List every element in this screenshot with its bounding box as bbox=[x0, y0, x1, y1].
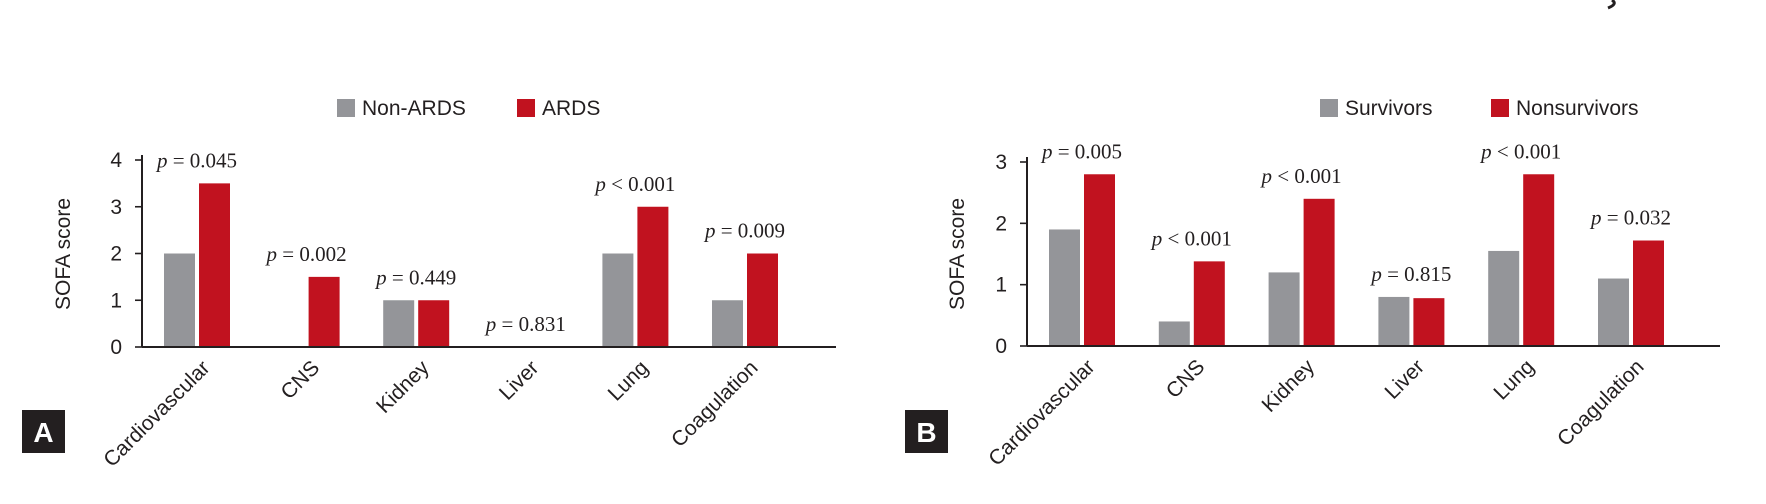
legend-swatch-red bbox=[1491, 99, 1509, 117]
legend-swatch-red bbox=[517, 99, 535, 117]
y-tick-label: 2 bbox=[110, 243, 122, 266]
panel-label-letter: B bbox=[916, 417, 936, 448]
category-label: Lung bbox=[604, 356, 653, 405]
bar-coagulation-grey bbox=[712, 300, 743, 346]
bar-coagulation-red bbox=[1633, 240, 1664, 345]
bar-lung-red bbox=[637, 206, 669, 346]
y-axis-title: SOFA score bbox=[52, 198, 75, 310]
category-label: Liver bbox=[495, 356, 543, 404]
chart-panel-a: Non-ARDS ARDS 0 1 2 3 4 SOFA score Cardiovascula… bbox=[22, 97, 836, 472]
bar-cardiovascular-grey bbox=[1049, 229, 1080, 345]
p-value-label: p = 0.815 bbox=[1369, 262, 1451, 286]
bar-kidney-grey bbox=[1268, 272, 1300, 345]
p-value-label: p = 0.009 bbox=[703, 219, 785, 243]
bar-cns-red bbox=[308, 276, 340, 346]
corner-mark bbox=[1607, 0, 1616, 10]
bar-kidney-red bbox=[418, 300, 450, 346]
bar-cns-grey bbox=[1158, 321, 1190, 345]
y-tick-label: 0 bbox=[995, 335, 1007, 358]
bar-liver-grey bbox=[1378, 296, 1410, 345]
y-tick-label: 2 bbox=[995, 212, 1007, 235]
bar-lung-grey bbox=[602, 253, 634, 346]
category-label: Cardiovascular bbox=[984, 355, 1099, 470]
panel-label-badge bbox=[905, 410, 948, 453]
bar-cns-red bbox=[1193, 261, 1225, 345]
bar-lung-red bbox=[1523, 174, 1555, 345]
category-label: Coagulation bbox=[667, 356, 763, 452]
y-tick-label: 0 bbox=[110, 336, 122, 359]
category-label: CNS bbox=[1162, 355, 1210, 403]
chart-panel-b: Survivors Nonsurvivors 0 1 2 3 SOFA score Cardi… bbox=[905, 97, 1720, 471]
p-value-label: p = 0.449 bbox=[374, 265, 456, 289]
p-value-label: p = 0.831 bbox=[484, 312, 566, 336]
y-tick-label: 4 bbox=[110, 149, 122, 172]
p-value-label: p < 0.001 bbox=[593, 172, 675, 196]
legend-label: ARDS bbox=[542, 97, 600, 120]
y-tick-label: 3 bbox=[995, 151, 1007, 174]
p-value-label: p = 0.032 bbox=[1589, 206, 1671, 230]
y-tick-label: 1 bbox=[995, 274, 1007, 297]
bar-liver-red bbox=[1413, 298, 1445, 345]
p-value-label: p < 0.001 bbox=[1479, 139, 1561, 163]
p-value-label: p = 0.005 bbox=[1040, 139, 1122, 163]
category-label: Kidney bbox=[372, 356, 434, 418]
panel-label-badge bbox=[22, 410, 65, 453]
legend-swatch-grey bbox=[337, 99, 355, 117]
bar-lung-grey bbox=[1488, 250, 1520, 345]
y-tick-label: 3 bbox=[110, 196, 122, 219]
bar-kidney-grey bbox=[383, 300, 415, 346]
legend-label: Survivors bbox=[1345, 97, 1433, 120]
y-axis-title: SOFA score bbox=[946, 198, 969, 310]
category-label: Liver bbox=[1380, 355, 1428, 403]
p-value-label: p = 0.045 bbox=[155, 148, 237, 172]
bar-coagulation-grey bbox=[1598, 278, 1629, 345]
p-value-label: p < 0.001 bbox=[1260, 164, 1342, 188]
category-label: Lung bbox=[1489, 355, 1538, 404]
legend-label: Non-ARDS bbox=[362, 97, 466, 120]
bar-kidney-red bbox=[1303, 198, 1335, 345]
legend-label: Nonsurvivors bbox=[1516, 97, 1639, 120]
bar-cardiovascular-grey bbox=[164, 253, 195, 346]
p-value-label: p = 0.002 bbox=[265, 242, 347, 266]
legend-swatch-grey bbox=[1320, 99, 1338, 117]
y-tick-label: 1 bbox=[110, 289, 122, 312]
category-label: Kidney bbox=[1257, 355, 1319, 417]
bar-cardiovascular-red bbox=[199, 183, 230, 346]
category-label: Cardiovascular bbox=[99, 356, 214, 471]
category-label: CNS bbox=[277, 356, 325, 404]
category-label: Coagulation bbox=[1553, 355, 1649, 451]
bar-coagulation-red bbox=[747, 253, 778, 346]
panel-label-letter: A bbox=[33, 417, 53, 448]
bar-cardiovascular-red bbox=[1084, 174, 1115, 345]
p-value-label: p < 0.001 bbox=[1150, 226, 1232, 250]
